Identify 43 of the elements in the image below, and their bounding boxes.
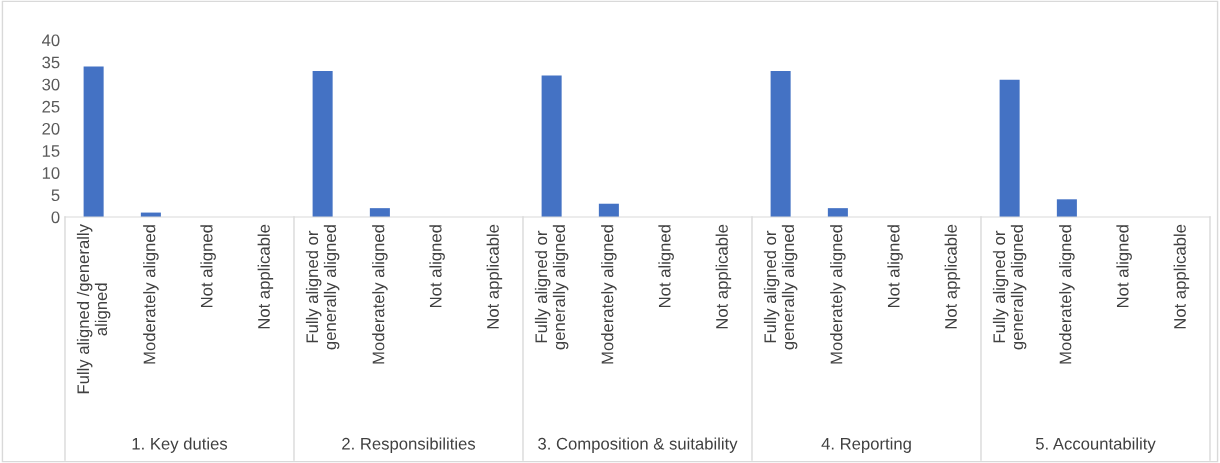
bar: [312, 70, 333, 217]
bar: [83, 66, 104, 217]
text: 1. Key duties: [132, 437, 228, 453]
bar: [541, 75, 562, 217]
x-tick-label: Moderately aligned: [601, 225, 617, 364]
x-tick-label: Not applicable: [257, 224, 274, 329]
x-tick-label: Fully aligned or generally aligned: [305, 225, 340, 350]
x-tick-label: Fully aligned or generally aligned: [534, 225, 569, 350]
x-tick-label: Not applicable: [944, 224, 961, 329]
x-tick-label: Not aligned: [887, 225, 903, 308]
x-tick-label: Not aligned: [1116, 225, 1132, 308]
bar: [598, 203, 619, 217]
x-tick-label: Moderately aligned: [830, 225, 846, 364]
x-tick-label: Fully aligned or generally aligned: [763, 225, 798, 350]
bar: [369, 208, 390, 217]
x-tick-label: Moderately aligned: [143, 225, 159, 364]
y-tick-label: 20: [42, 122, 60, 135]
bar: [770, 70, 791, 217]
y-tick-label: 40: [41, 34, 60, 47]
y-tick-label: 30: [42, 78, 60, 91]
y-tick-label: 15: [42, 145, 60, 157]
text: 2. Responsibilities: [342, 437, 476, 453]
bar: [827, 208, 848, 217]
x-tick-label: Fully aligned or generally aligned: [992, 225, 1027, 350]
y-tick-label: 25: [42, 100, 60, 113]
x-tick-label: Moderately aligned: [1059, 225, 1075, 364]
x-tick-label: Not applicable: [486, 224, 503, 329]
text: 5. Accountability: [1035, 437, 1156, 453]
x-tick-label: Not applicable: [715, 224, 732, 329]
x-tick-label: Fully aligned /generally aligned: [76, 224, 111, 394]
x-tick-label: Not aligned: [429, 225, 445, 308]
y-tick-label: 10: [42, 167, 60, 179]
text: 4. Reporting: [821, 437, 911, 453]
y-tick-label: 5: [51, 189, 60, 202]
y-tick-label: 35: [42, 56, 60, 69]
bar: [999, 79, 1020, 217]
y-tick-label: 0: [51, 211, 60, 224]
text: 3. Composition & suitability: [538, 437, 738, 453]
x-tick-label: Not aligned: [200, 225, 216, 308]
bar: [1056, 199, 1077, 217]
x-tick-label: Not aligned: [658, 225, 674, 308]
x-tick-label: Not applicable: [1173, 224, 1190, 329]
x-tick-label: Moderately aligned: [372, 225, 388, 364]
